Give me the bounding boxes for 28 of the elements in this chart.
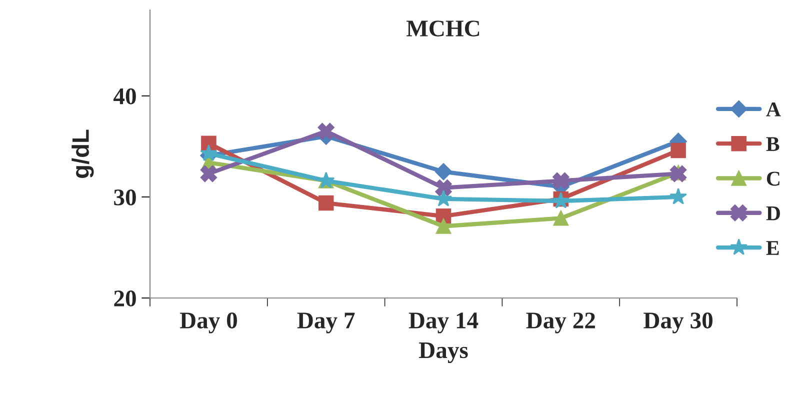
point: [552, 172, 570, 190]
x-tick-label: Day 30: [644, 312, 712, 334]
point: [435, 180, 452, 196]
y-tick-label: 30: [114, 189, 136, 206]
legend-label: E: [766, 241, 779, 255]
x-tick-label: Day 14: [408, 312, 478, 334]
point: [670, 142, 686, 158]
point: [670, 188, 687, 204]
point: [200, 144, 218, 161]
chart-title: MCHC: [406, 20, 480, 36]
point: [318, 122, 334, 140]
x-tick-label: Day 0: [180, 312, 237, 334]
point: [553, 210, 569, 226]
point: [434, 163, 452, 180]
x-tick-label: Day 7: [297, 312, 355, 334]
x-tick-label: Day 22: [526, 312, 595, 334]
legend-label: A: [766, 102, 781, 116]
point: [318, 195, 334, 211]
point: [200, 165, 218, 182]
legend-label: D: [766, 206, 780, 220]
y-axis-title: g/dL: [72, 130, 94, 178]
x-axis-title: Days: [418, 342, 468, 364]
legend-label: B: [766, 137, 780, 151]
y-tick-label: 40: [114, 88, 136, 104]
y-tick-label: 20: [114, 290, 136, 306]
point: [436, 218, 452, 234]
legend-label: C: [766, 172, 780, 186]
point: [434, 190, 452, 206]
